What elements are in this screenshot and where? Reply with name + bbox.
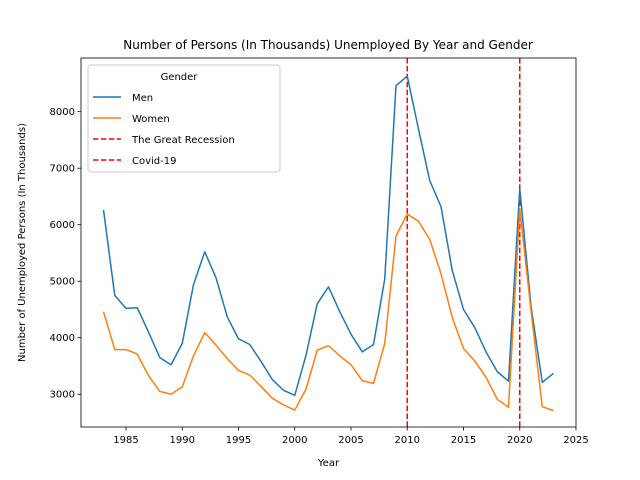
y-axis-label: Number of Unemployed Persons (In Thousan… bbox=[17, 123, 28, 362]
y-tick-label: 7000 bbox=[50, 164, 75, 175]
legend-label: Men bbox=[132, 93, 153, 104]
y-axis: 3000 4000 5000 6000 7000 8000 bbox=[50, 107, 81, 401]
plot-frame bbox=[80, 57, 577, 428]
x-tick-label: 1985 bbox=[113, 435, 138, 446]
legend-label: The Great Recession bbox=[131, 135, 235, 146]
legend-title: Gender bbox=[161, 72, 199, 83]
y-tick-label: 8000 bbox=[50, 107, 75, 118]
series-lines bbox=[102, 75, 554, 412]
legend: Gender Men Women The Great Recession Covid-… bbox=[87, 64, 281, 173]
x-tick-label: 1990 bbox=[170, 435, 195, 446]
y-tick-label: 4000 bbox=[50, 333, 75, 344]
x-tick-label: 2000 bbox=[282, 435, 307, 446]
legend-entries: Men Women The Great Recession Covid-19 bbox=[93, 93, 235, 167]
x-tick-label: 2010 bbox=[395, 435, 420, 446]
y-tick-label: 5000 bbox=[50, 277, 75, 288]
y-tick-label: 3000 bbox=[50, 390, 75, 401]
x-tick-label: 1995 bbox=[226, 435, 251, 446]
vertical-lines bbox=[406, 58, 521, 427]
series-line-men bbox=[102, 75, 554, 397]
x-tick-label: 2005 bbox=[338, 435, 363, 446]
y-tick-label: 6000 bbox=[50, 220, 75, 231]
legend-box bbox=[87, 64, 281, 173]
legend-label: Women bbox=[132, 114, 170, 125]
x-tick-label: 2020 bbox=[507, 435, 532, 446]
x-tick-label: 2025 bbox=[563, 435, 588, 446]
x-axis: 1985 1990 1995 2000 2005 2010 2015 2020 2025 bbox=[113, 427, 589, 446]
legend-label: Covid-19 bbox=[132, 156, 176, 167]
x-tick-label: 2015 bbox=[451, 435, 476, 446]
series-line-women bbox=[102, 208, 554, 412]
chart-title: Number of Persons (In Thousands) Unemplo… bbox=[123, 38, 533, 52]
x-axis-label: Year bbox=[317, 458, 340, 469]
